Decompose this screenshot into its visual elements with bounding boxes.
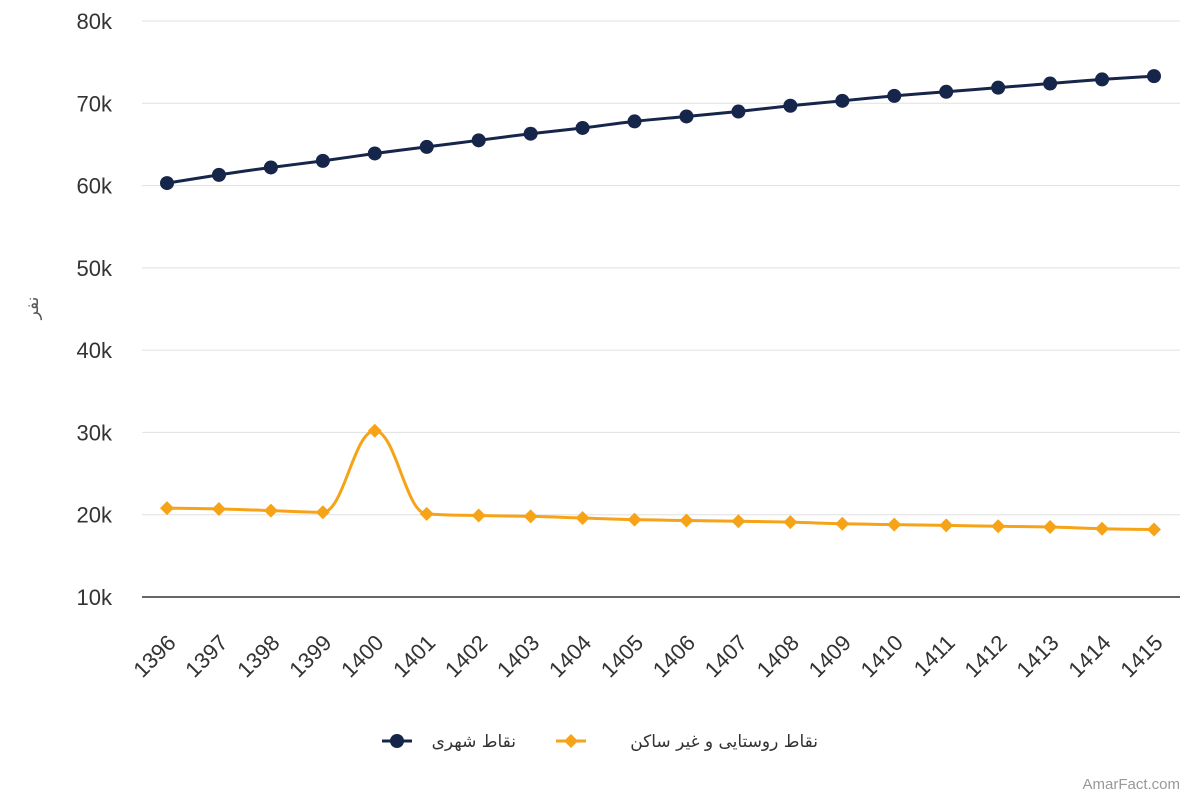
urban-data-point[interactable] xyxy=(471,133,486,148)
x-tick-label: 1401 xyxy=(388,630,440,682)
x-tick-label: 1412 xyxy=(960,630,1012,682)
rural-data-point[interactable] xyxy=(1095,521,1110,536)
series-markers xyxy=(160,69,1161,537)
urban-data-point[interactable] xyxy=(575,120,590,135)
rural-data-point[interactable] xyxy=(991,519,1006,534)
x-tick-label: 1411 xyxy=(909,630,960,681)
rural-data-point[interactable] xyxy=(679,513,694,528)
urban-data-point[interactable] xyxy=(731,104,746,119)
x-tick-label: 1396 xyxy=(128,630,180,682)
credit-text[interactable]: AmarFact.com xyxy=(1082,776,1180,793)
rural-data-point[interactable] xyxy=(731,514,746,529)
x-tick-label: 1415 xyxy=(1115,630,1167,682)
urban-data-point[interactable] xyxy=(1147,69,1161,84)
rural-data-point[interactable] xyxy=(367,423,382,438)
legend-circle-icon xyxy=(390,734,404,748)
urban-data-point[interactable] xyxy=(211,167,226,182)
x-tick-label: 1405 xyxy=(596,630,648,682)
y-tick-label: 40k xyxy=(77,338,113,363)
grid-lines xyxy=(142,20,1180,516)
urban-data-point[interactable] xyxy=(679,109,694,124)
urban-data-point[interactable] xyxy=(939,84,954,99)
rural-data-point[interactable] xyxy=(1043,520,1058,535)
rural-data-point[interactable] xyxy=(887,517,902,532)
legend-item-urban[interactable]: نقاط شهری xyxy=(382,732,516,752)
urban-data-point[interactable] xyxy=(419,139,434,154)
x-tick-label: 1408 xyxy=(752,630,804,682)
x-tick-label: 1398 xyxy=(232,630,284,682)
y-tick-label: 70k xyxy=(77,91,113,116)
x-tick-label: 1400 xyxy=(336,630,388,682)
y-tick-label: 80k xyxy=(77,9,113,34)
urban-data-point[interactable] xyxy=(523,126,538,141)
legend-label: نقاط شهری xyxy=(432,732,516,752)
legend-item-rural[interactable]: نقاط روستایی و غیر ساکن xyxy=(556,732,818,752)
rural-data-point[interactable] xyxy=(315,505,330,520)
x-tick-label: 1399 xyxy=(284,630,336,682)
rural-data-point[interactable] xyxy=(783,515,798,530)
x-tick-label: 1409 xyxy=(804,630,856,682)
y-tick-label: 30k xyxy=(77,420,113,445)
y-tick-label: 60k xyxy=(77,174,113,199)
rural-data-point[interactable] xyxy=(1147,522,1161,537)
x-tick-label: 1406 xyxy=(648,630,700,682)
series-lines xyxy=(166,74,1155,532)
rural-data-point[interactable] xyxy=(575,511,590,526)
urban-data-point[interactable] xyxy=(887,88,902,103)
x-tick-label: 1413 xyxy=(1011,630,1063,682)
rural-data-point[interactable] xyxy=(627,512,642,527)
rural-data-point[interactable] xyxy=(160,501,174,516)
x-axis-tick-labels: 1396 1397 1398 1399 1400 1401 1402 1403 1404 1405… xyxy=(128,630,1167,682)
legend: نقاط شهری نقاط روستایی و غیر ساکن xyxy=(382,732,818,752)
urban-data-point[interactable] xyxy=(627,114,642,129)
urban-data-point[interactable] xyxy=(263,160,278,175)
urban-data-point[interactable] xyxy=(1043,76,1058,91)
y-axis-title: نفر xyxy=(23,297,43,321)
urban-data-point[interactable] xyxy=(835,93,850,108)
x-tick-label: 1397 xyxy=(180,630,232,682)
urban-data-point[interactable] xyxy=(315,153,330,168)
y-tick-label: 20k xyxy=(77,503,113,528)
urban-data-point[interactable] xyxy=(160,176,174,191)
urban-data-point[interactable] xyxy=(367,146,382,161)
x-tick-label: 1402 xyxy=(440,630,492,682)
rural-data-point[interactable] xyxy=(835,516,850,531)
urban-data-point[interactable] xyxy=(783,98,798,113)
x-tick-label: 1403 xyxy=(492,630,544,682)
rural-data-point[interactable] xyxy=(939,518,954,533)
legend-label: نقاط روستایی و غیر ساکن xyxy=(630,732,818,752)
x-tick-label: 1407 xyxy=(700,630,752,682)
rural-data-point[interactable] xyxy=(523,509,538,524)
x-tick-label: 1404 xyxy=(544,630,596,682)
urban-series-line xyxy=(166,74,1155,185)
y-axis-tick-labels: 10k 20k 30k 40k 50k 60k 70k 80k xyxy=(77,9,113,610)
legend-diamond-icon xyxy=(564,734,578,748)
y-tick-label: 50k xyxy=(77,256,113,281)
rural-data-point[interactable] xyxy=(471,508,486,523)
rural-data-point[interactable] xyxy=(211,501,226,516)
rural-data-point[interactable] xyxy=(419,506,434,521)
urban-data-point[interactable] xyxy=(991,80,1006,95)
y-tick-label: 10k xyxy=(77,585,113,610)
x-tick-label: 1414 xyxy=(1063,630,1115,682)
x-tick-label: 1410 xyxy=(856,630,908,682)
rural-data-point[interactable] xyxy=(263,503,278,518)
urban-data-point[interactable] xyxy=(1095,72,1110,87)
